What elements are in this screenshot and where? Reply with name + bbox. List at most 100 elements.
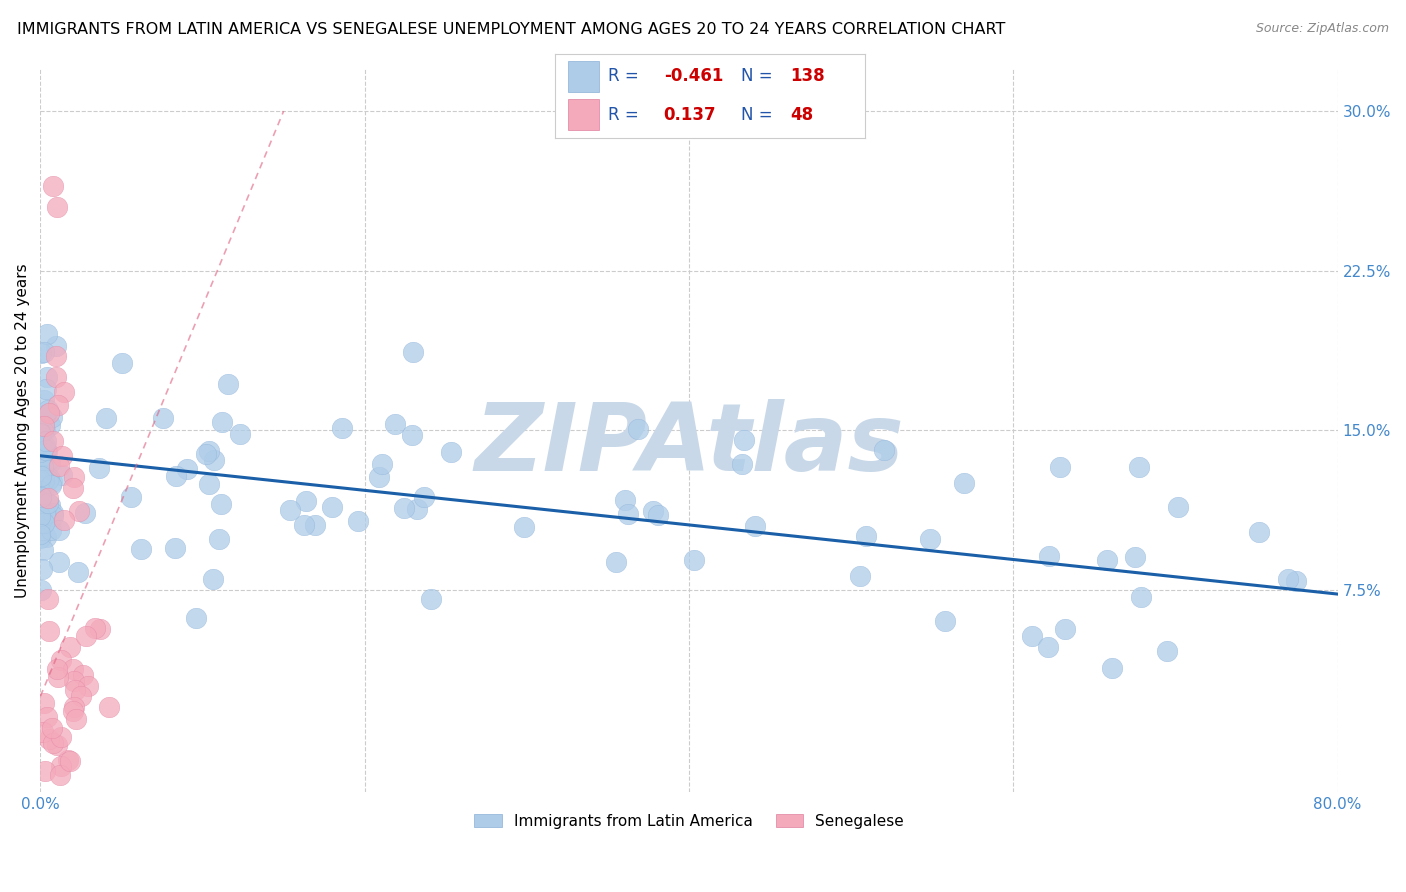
Point [31, 479, 53, 493]
Point [63, 682, 86, 697]
Point [647, 508, 669, 522]
Point [30, 474, 52, 488]
Point [32, 516, 55, 530]
Point [45, 662, 67, 676]
Point [384, 417, 406, 432]
Point [31, 468, 53, 483]
Point [62, 699, 84, 714]
Point [45, 349, 67, 363]
Point [209, 497, 232, 511]
Point [513, 520, 536, 534]
Point [32, 345, 55, 359]
Point [34, 470, 56, 484]
Point [30, 531, 52, 545]
Point [42, 508, 65, 523]
Point [94, 411, 117, 425]
Point [208, 533, 231, 547]
Point [41, 721, 63, 735]
Point [1038, 549, 1060, 563]
Point [38, 624, 60, 638]
Point [280, 502, 302, 516]
Point [129, 541, 152, 556]
Point [1049, 460, 1071, 475]
Point [1053, 623, 1076, 637]
Point [32, 502, 55, 516]
Point [35, 382, 58, 396]
Point [34, 408, 56, 422]
Text: N =: N = [741, 105, 772, 123]
Point [613, 492, 636, 507]
Point [643, 504, 665, 518]
Point [46, 670, 69, 684]
Point [934, 614, 956, 628]
Point [186, 611, 208, 625]
Point [39, 417, 62, 432]
Point [75, 506, 97, 520]
Point [48, 523, 70, 537]
Point [34, 764, 56, 778]
Point [30, 508, 52, 523]
Point [31, 460, 53, 475]
Point [62, 481, 84, 495]
Point [420, 592, 443, 607]
Point [1156, 644, 1178, 658]
Point [30, 450, 52, 465]
Point [347, 514, 370, 528]
Text: N =: N = [741, 68, 772, 86]
Point [166, 469, 188, 483]
Point [39, 523, 62, 537]
Point [30, 480, 52, 494]
Point [111, 356, 134, 370]
Point [34, 507, 56, 521]
Point [46, 398, 69, 412]
Point [35, 442, 58, 457]
Point [35, 369, 58, 384]
Point [53, 513, 76, 527]
Point [198, 444, 221, 458]
Point [42, 434, 65, 448]
Point [39, 456, 62, 470]
Point [744, 518, 766, 533]
Point [849, 569, 872, 583]
Point [38, 471, 60, 485]
Point [30, 582, 52, 597]
Point [41, 409, 63, 424]
Point [67, 504, 90, 518]
Point [197, 476, 219, 491]
Point [1097, 553, 1119, 567]
Point [202, 452, 225, 467]
Point [66, 566, 89, 580]
Point [37, 495, 59, 509]
Point [59, 640, 82, 655]
Text: Source: ZipAtlas.com: Source: ZipAtlas.com [1256, 22, 1389, 36]
Point [38, 406, 60, 420]
Point [30, 427, 52, 442]
Point [63, 470, 86, 484]
Text: 0.137: 0.137 [664, 105, 716, 123]
Point [731, 457, 754, 471]
Point [1101, 661, 1123, 675]
Point [75, 629, 97, 643]
Point [330, 420, 353, 434]
Point [41, 475, 63, 490]
Point [69, 690, 91, 704]
Point [45, 738, 67, 752]
Point [401, 427, 423, 442]
Point [42, 178, 65, 193]
Point [32, 460, 55, 475]
Point [30, 346, 52, 360]
Point [35, 710, 58, 724]
Point [1130, 590, 1153, 604]
Point [32, 471, 55, 485]
Point [855, 529, 877, 543]
Point [873, 443, 896, 458]
Point [62, 661, 84, 675]
Point [37, 491, 59, 506]
Point [83, 621, 105, 635]
Point [321, 500, 343, 515]
Y-axis label: Unemployment Among Ages 20 to 24 years: Unemployment Among Ages 20 to 24 years [15, 263, 30, 598]
Point [682, 553, 704, 567]
Point [371, 457, 394, 471]
Point [37, 591, 59, 606]
Point [87, 460, 110, 475]
